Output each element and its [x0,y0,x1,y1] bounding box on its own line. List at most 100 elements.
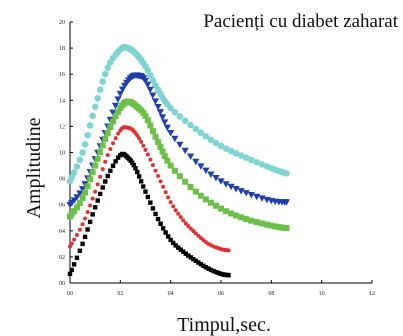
data-point [171,108,179,116]
data-point [208,267,214,273]
data-point [222,181,230,188]
data-point [243,216,250,223]
data-point [93,189,98,194]
series-1 [66,44,290,185]
data-point [115,155,121,160]
data-points [66,44,291,278]
data-point [211,268,216,274]
data-point [135,169,140,175]
data-point [237,188,245,195]
data-point [94,94,101,102]
data-point [167,104,174,112]
data-point [191,256,196,262]
data-point [109,109,117,117]
data-point [272,223,279,230]
y-tick-label: 18 [59,46,65,52]
data-point [181,147,189,155]
data-point [282,199,291,206]
data-point [232,150,240,157]
data-point [82,189,89,196]
data-point [71,262,77,267]
data-point [74,232,79,237]
data-point [159,148,166,155]
data-point [226,272,231,278]
data-point [176,173,183,180]
data-point [81,141,89,148]
data-point [135,133,140,138]
y-tick-label: 16 [59,72,65,78]
data-point [92,162,99,169]
series-5 [67,151,231,278]
data-point [171,167,178,174]
data-point [242,154,250,162]
data-point [206,266,211,271]
data-point [84,131,91,139]
data-point [188,226,193,231]
data-point [242,190,250,197]
data-point [142,112,149,119]
data-point [153,168,158,173]
data-point [107,124,114,131]
data-point [214,269,219,275]
data-point [158,179,163,184]
data-point [228,210,235,217]
data-point [80,222,85,227]
x-tick-label: 00 [67,291,73,297]
data-point [258,161,266,168]
data-point [161,119,169,126]
y-tick-label: 00 [59,281,65,287]
data-point [176,141,184,149]
data-point [186,153,195,161]
data-point [89,112,96,120]
data-point [95,198,100,203]
data-point [148,157,153,162]
data-point [156,109,164,116]
data-point [150,206,156,211]
data-point [113,159,118,164]
data-point [80,241,85,247]
data-point [144,117,151,124]
data-point [70,197,78,204]
data-point [131,162,136,168]
data-point [212,202,219,209]
data-point [79,195,86,202]
data-point [197,163,205,170]
data-point [100,185,105,190]
data-point [136,174,142,179]
data-point [99,142,106,149]
data-point [140,109,147,116]
y-tick-label: 12 [59,124,65,130]
data-point [178,247,183,252]
data-point [167,162,174,169]
data-point [178,215,183,220]
data-point [227,147,235,155]
x-axis-label: Timpul,sec. [177,314,271,336]
data-point [103,179,108,184]
x-tick-label: 08 [268,291,274,297]
x-tick-label: 02 [117,291,123,297]
x-tick-label: 12 [369,291,375,297]
data-point [212,139,220,147]
y-tick-label: 10 [59,151,65,157]
data-point [101,70,109,78]
data-point [207,171,215,178]
data-point [68,211,75,218]
data-point [113,136,118,141]
y-axis-label: Amplitudine [23,117,45,218]
data-point [149,92,157,99]
data-point [116,90,124,98]
data-point [85,210,90,215]
data-point [73,204,80,211]
data-point [166,195,171,200]
y-tick-label: 20 [59,20,65,26]
data-point [223,208,230,215]
data-point [191,229,196,234]
data-point [170,240,176,246]
data-point [139,139,144,144]
data-point [161,153,168,160]
data-point [143,189,148,194]
data-point [151,98,160,105]
data-point [183,221,188,226]
data-point [187,121,194,129]
data-point [158,221,163,226]
